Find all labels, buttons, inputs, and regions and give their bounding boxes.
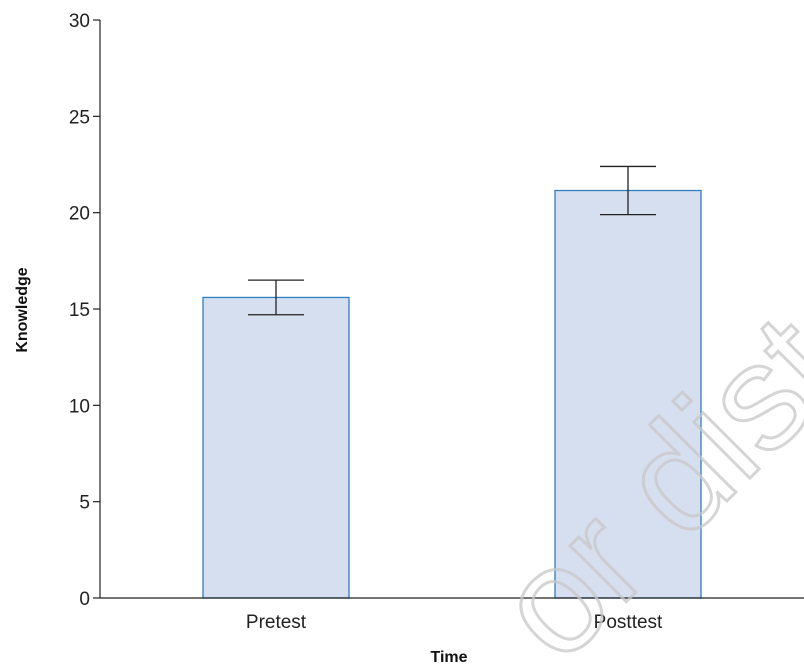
bar-posttest: [554, 189, 702, 599]
x-axis-title: Time: [430, 649, 467, 666]
bars: [202, 189, 702, 599]
y-tick-label: 20: [69, 204, 90, 225]
x-tick-label: Pretest: [246, 612, 307, 633]
y-tick-label: 30: [69, 11, 90, 32]
y-tick-label: 10: [69, 396, 90, 417]
x-axis: Pretest Posttest: [100, 597, 804, 633]
error-bars: [248, 165, 656, 316]
y-axis-title: Knowledge: [14, 267, 31, 352]
bar-pretest: [202, 296, 350, 599]
y-tick-label: 15: [69, 300, 90, 321]
y-tick-label: 0: [79, 589, 90, 610]
y-tick-label: 5: [79, 493, 90, 514]
x-tick-label: Posttest: [594, 612, 663, 633]
y-tick-label: 25: [69, 107, 90, 128]
y-axis: 0 5 10 15 20 25 30: [69, 11, 101, 610]
